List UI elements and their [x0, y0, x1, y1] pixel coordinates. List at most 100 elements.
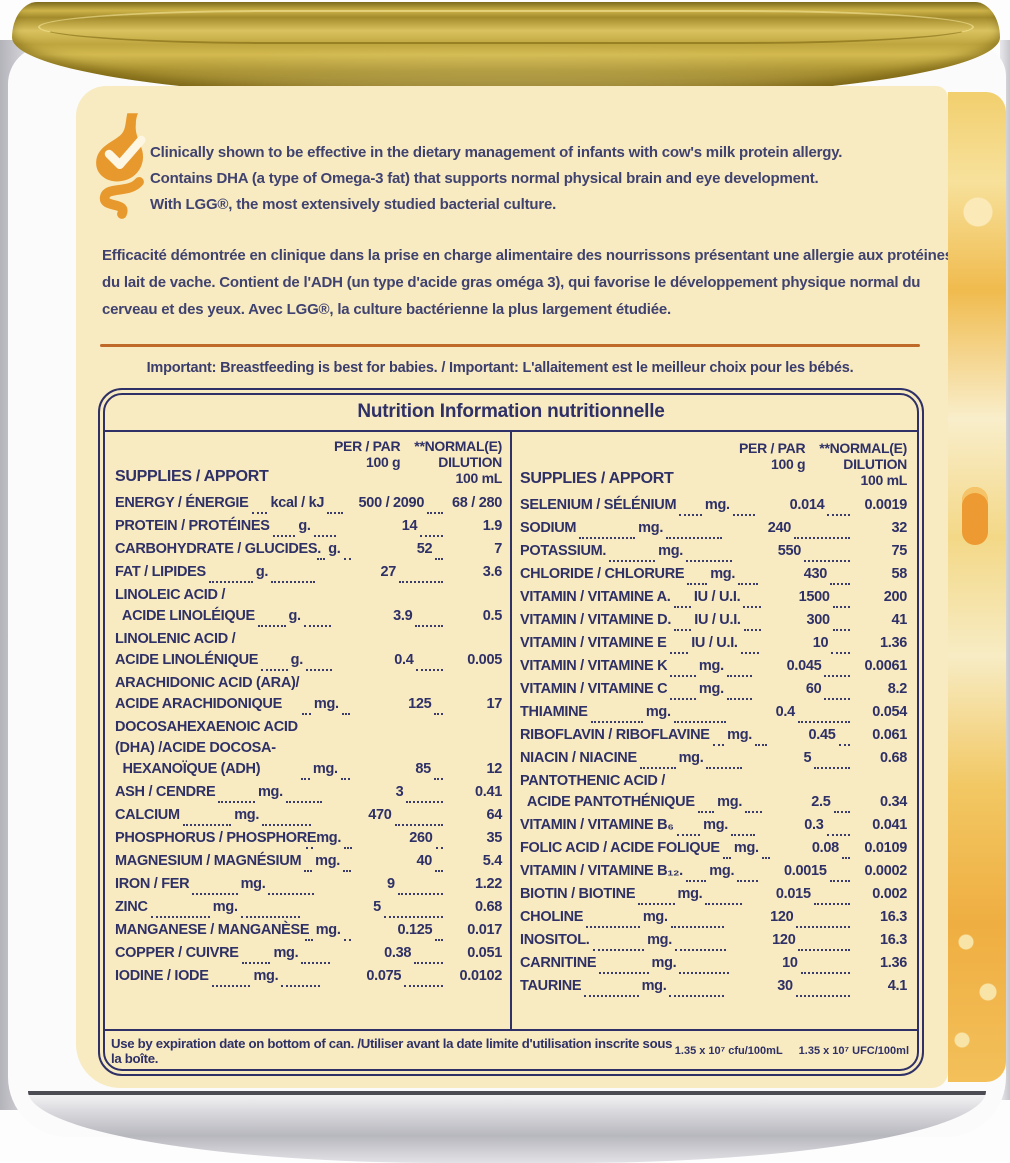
value-per-100ml: 0.68: [879, 750, 907, 766]
nutrient-label-line: CHLORIDE / CHLORURE: [520, 566, 685, 582]
nutrient-label-line: ASH / CENDRE: [115, 784, 216, 800]
dot-leader: [192, 890, 238, 895]
nutrient-label-line: (DHA) /ACIDE DOCOSA-: [115, 740, 276, 756]
value-per-100ml: 0.005: [467, 652, 502, 668]
dot-leader: [302, 710, 311, 715]
gold-lid: [12, 2, 1000, 98]
value-per-100ml: 0.0102: [459, 968, 503, 984]
dot-leader: [313, 532, 337, 537]
nutrient-label: INOSITOL.: [520, 930, 590, 951]
value-per-100g: 5: [803, 750, 812, 766]
nutrition-facts-box: Nutrition Information nutritionnelle SUP…: [98, 388, 924, 1076]
value-per-100g: 125: [408, 696, 432, 712]
nutrition-row: LINOLENIC ACID / ACIDE LINOLÉNIQUE g. 0.4 0.…: [115, 629, 502, 671]
value-per-100ml: 0.41: [474, 784, 503, 800]
value-per-100ml: 1.36: [879, 955, 907, 971]
dot-leader: [669, 992, 724, 997]
dot-leader: [414, 959, 443, 964]
dot-leader: [435, 867, 444, 872]
nutrient-label-line: CALCIUM: [115, 807, 180, 823]
nutrient-label: VITAMIN / VITAMINE B₆: [520, 815, 674, 836]
dot-leader: [831, 649, 850, 654]
nutrient-unit: mg.: [212, 899, 238, 915]
dot-leader: [743, 603, 761, 608]
dot-leader: [676, 831, 701, 836]
dot-leader: [838, 741, 851, 746]
nutrient-unit: IU / U.I.: [693, 589, 741, 605]
per-100ml-label: 100 mL: [860, 472, 908, 488]
supplies-header: SUPPLIES / APPORT: [520, 470, 674, 487]
dot-leader: [272, 532, 296, 537]
dot-leader: [433, 775, 444, 780]
nutrition-row: CHLORIDE / CHLORURE mg. 430 58: [520, 564, 907, 585]
claim-line-en: Clinically shown to be effective in the …: [150, 144, 843, 161]
dot-leader: [435, 936, 444, 941]
dot-leader: [755, 741, 767, 746]
dot-leader: [731, 831, 755, 836]
dot-leader: [609, 557, 656, 562]
nutrient-label: RIBOFLAVIN / RIBOFLAVINE: [520, 725, 710, 746]
dot-leader: [150, 913, 210, 918]
dot-leader: [670, 672, 696, 677]
nutrition-row: VITAMIN / VITAMINE D. IU / U.I. 300 41: [520, 610, 907, 631]
value-per-100g: 14: [401, 518, 418, 534]
dot-leader: [343, 867, 352, 872]
nutrient-label: THIAMINE: [520, 702, 588, 723]
nutrition-column-left: SUPPLIES / APPORT PER / PAR 100 g **NORM…: [107, 432, 512, 1029]
nutrient-unit: mg.: [647, 932, 672, 948]
nutrition-row: NIACIN / NIACINE mg. 5 0.68: [520, 748, 907, 769]
nutrient-unit: g.: [255, 564, 269, 580]
normal-dilution-header: **NORMAL(E) DILUTION 100 mL: [414, 438, 502, 486]
nutrient-unit: mg.: [704, 497, 730, 513]
dot-leader: [686, 557, 733, 562]
value-per-100ml: 0.0002: [864, 863, 907, 879]
dot-leader: [832, 603, 850, 608]
supplies-header: SUPPLIES / APPORT: [115, 468, 269, 485]
value-per-100g: 120: [772, 932, 796, 948]
nutrient-label: COPPER / CUIVRE: [115, 943, 239, 964]
dot-leader: [697, 808, 715, 813]
nutrient-unit: mg.: [313, 696, 339, 712]
nutrient-label-line: ACIDE ARACHIDONIQUE: [115, 696, 282, 712]
value-per-100ml: 5.4: [482, 853, 503, 869]
nutrition-row: VITAMIN / VITAMINE C mg. 60 8.2: [520, 679, 907, 700]
value-per-100g: 0.4: [775, 704, 796, 720]
claims-french: Efficacité démontrée en clinique dans la…: [102, 242, 953, 323]
value-per-100g: 40: [416, 853, 433, 869]
nutrient-label-line: FAT / LIPIDES: [115, 564, 206, 580]
dot-leader: [383, 913, 443, 918]
value-per-100g: 430: [803, 566, 828, 582]
nutrient-label: TAURINE: [520, 976, 582, 997]
dot-leader: [687, 580, 708, 585]
dot-leader: [271, 578, 316, 583]
dot-leader: [262, 821, 311, 826]
value-per-100ml: 0.054: [872, 704, 907, 720]
nutrient-unit: mg.: [315, 853, 341, 869]
dot-leader: [285, 798, 323, 803]
value-per-100g: 0.045: [786, 658, 822, 674]
dot-leader: [813, 900, 851, 905]
nutrition-row: CARBOHYDRATE / GLUCIDES. g. 52 7: [115, 539, 502, 560]
nutrient-label: POTASSIUM.: [520, 541, 606, 562]
value-per-100g: 52: [416, 541, 433, 557]
value-per-100ml: 7: [494, 541, 503, 557]
dot-leader: [827, 511, 850, 516]
dot-leader: [218, 798, 255, 803]
nutrient-unit: mg.: [257, 784, 283, 800]
per-par-label: PER / PAR: [739, 440, 806, 456]
nutrient-label: VITAMIN / VITAMINE B₁₂.: [520, 861, 683, 882]
nutrition-row: ARACHIDONIC ACID (ARA)/ ACIDE ARACHIDONIQ…: [115, 673, 502, 715]
nutrient-unit: mg.: [240, 876, 266, 892]
per-100g-header: PER / PAR 100 g: [334, 438, 401, 486]
dot-leader: [343, 936, 352, 941]
dot-leader: [182, 821, 232, 826]
dot-leader: [427, 509, 443, 514]
value-per-100ml: 0.68: [474, 899, 502, 915]
nutrient-label-line: ENERGY / ÉNERGIE: [115, 495, 249, 511]
nutrient-label-line: HEXANOÏQUE (ADH): [115, 761, 261, 777]
nutrition-row: CARNITINE mg. 10 1.36: [520, 953, 907, 974]
amount-headers: PER / PAR 100 g **NORMAL(E) DILUTION 100…: [739, 440, 907, 488]
nutrient-label: CALCIUM: [115, 805, 180, 826]
dot-leader: [301, 959, 331, 964]
nutrient-unit: mg.: [717, 794, 743, 810]
